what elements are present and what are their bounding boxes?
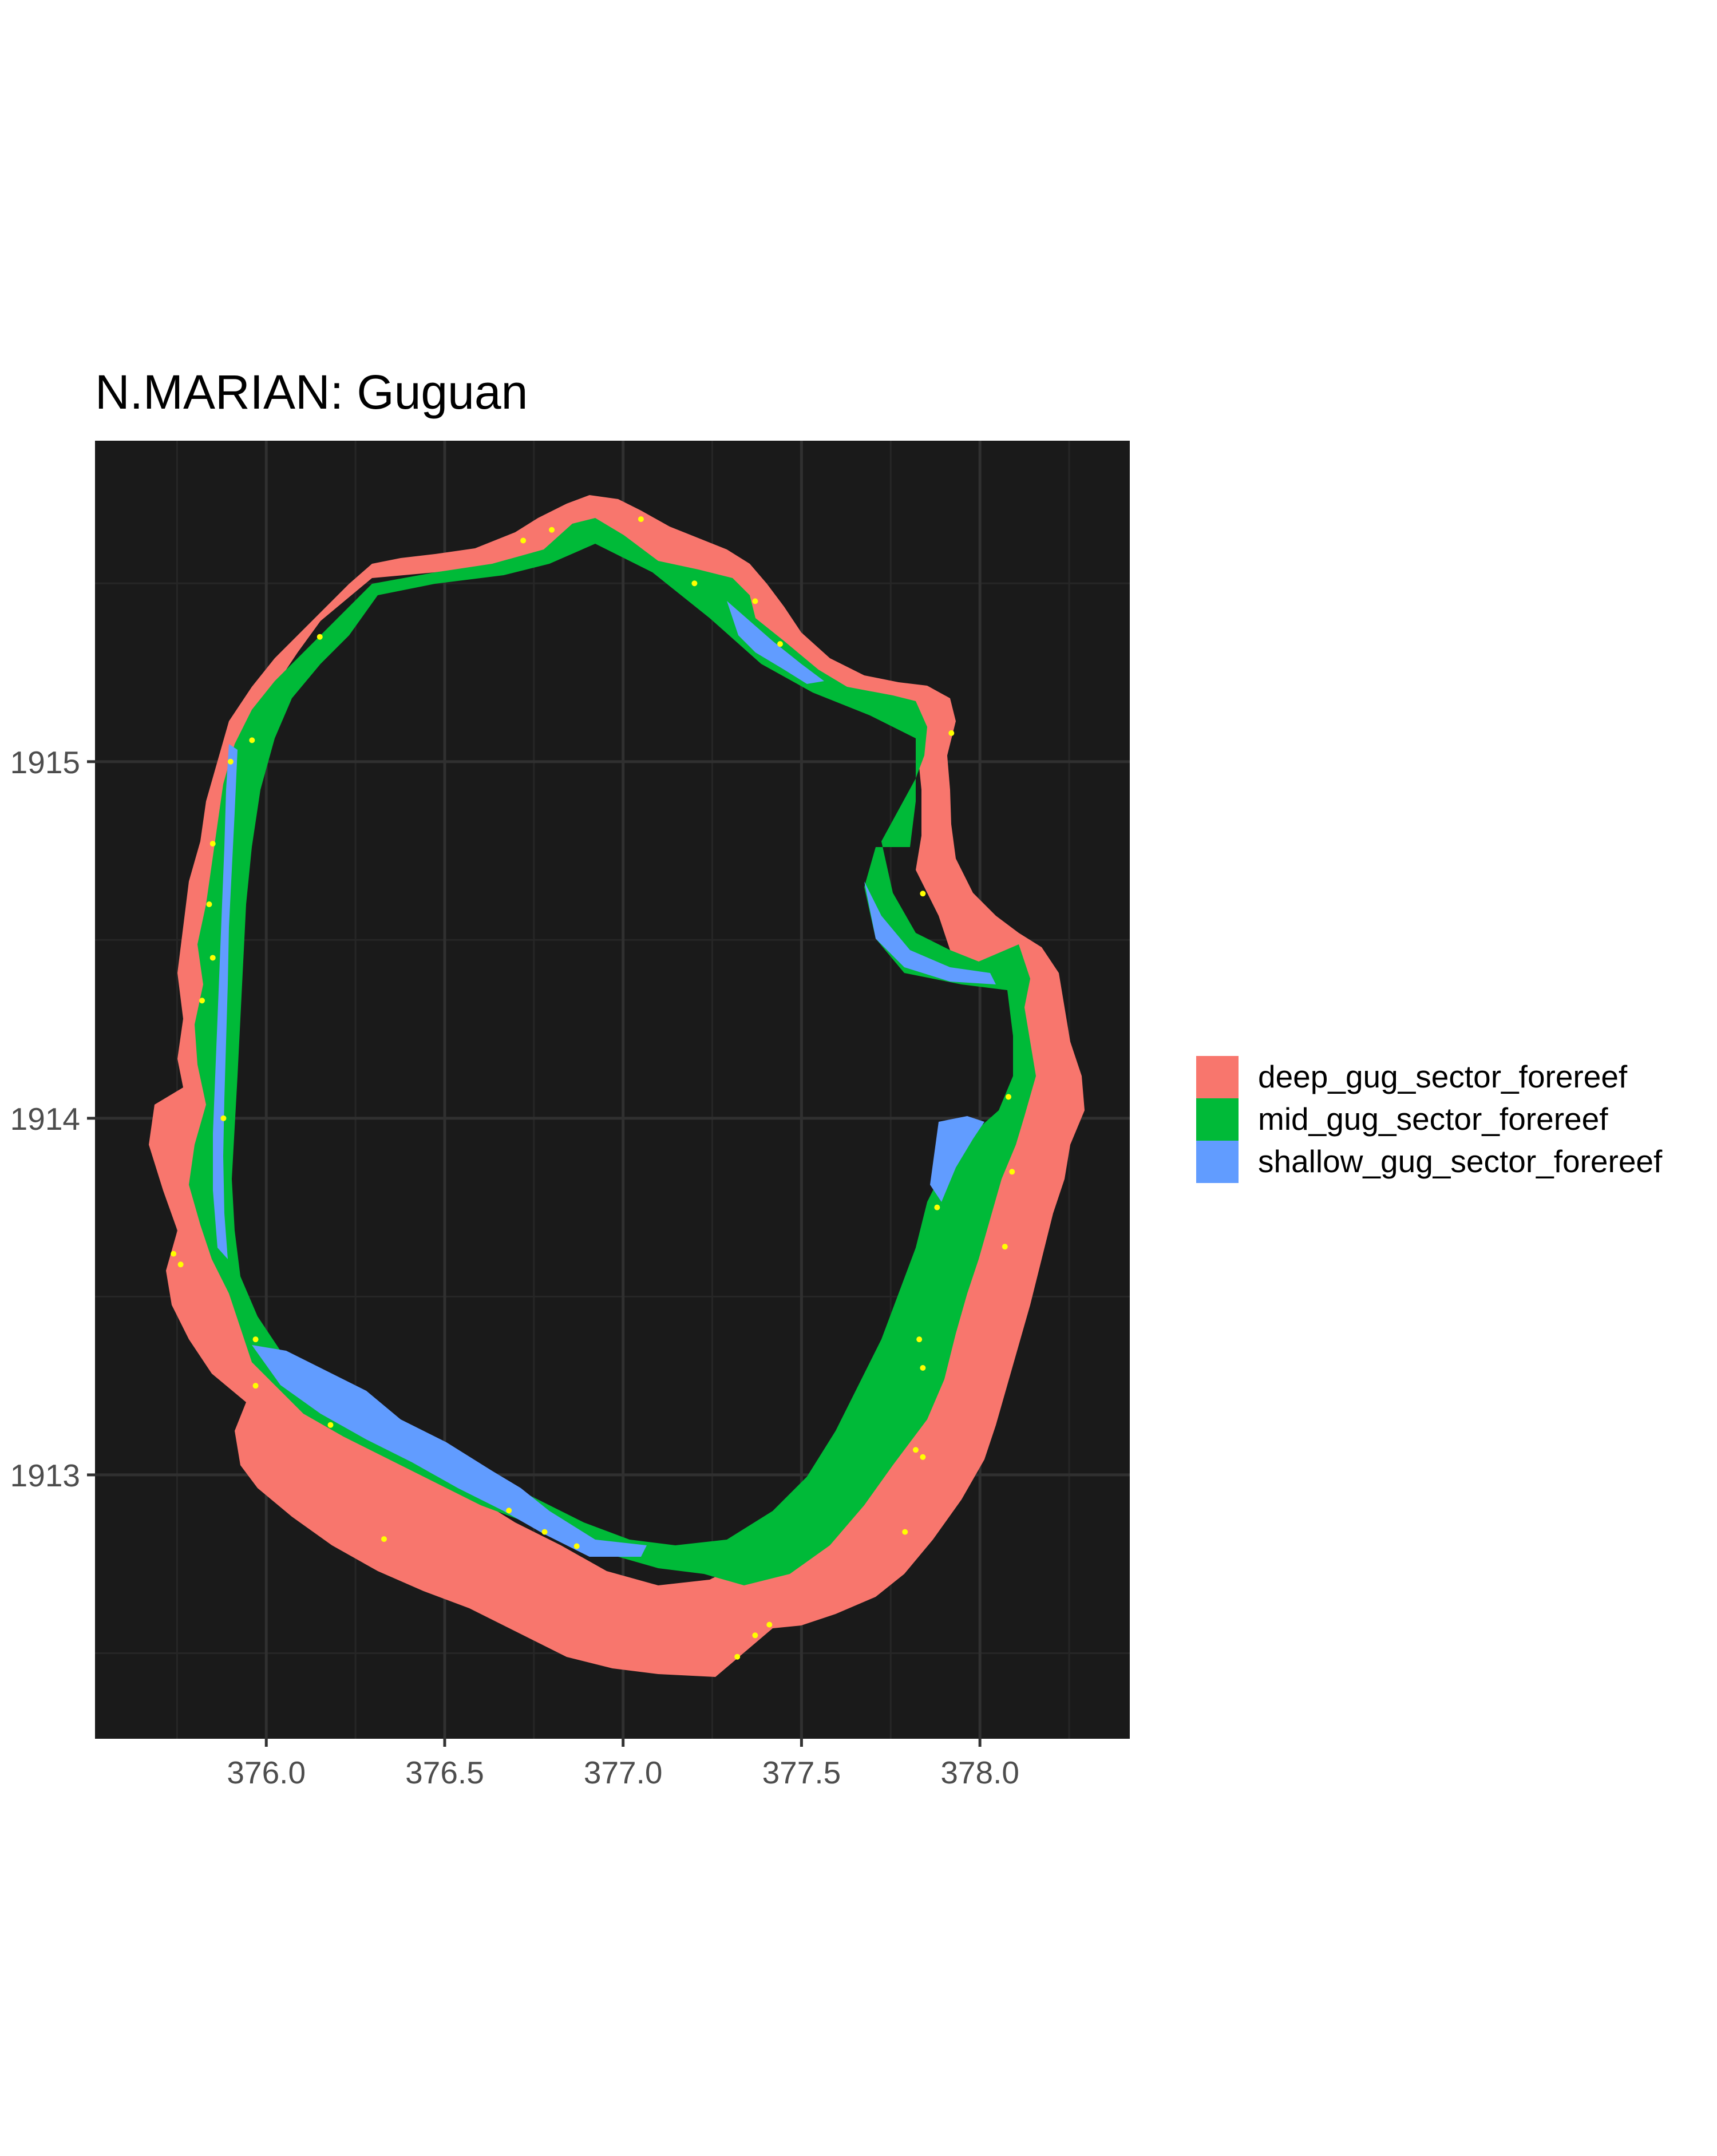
survey-site-point — [912, 1447, 919, 1453]
survey-site-point — [920, 1365, 926, 1371]
survey-site-point — [920, 1454, 926, 1460]
survey-site-point — [902, 1529, 908, 1535]
survey-site-point — [220, 1115, 227, 1121]
shallow-sector-northeast — [727, 601, 824, 684]
survey-site-point — [934, 1204, 940, 1210]
survey-site-point — [1006, 1094, 1012, 1100]
y-tick-label: 1913 — [10, 1458, 80, 1493]
survey-site-point — [766, 1621, 773, 1628]
legend-label-mid: mid_gug_sector_forereef — [1258, 1101, 1608, 1137]
shallow-sector-west-coast — [213, 744, 238, 1259]
legend-label-shallow: shallow_gug_sector_forereef — [1258, 1144, 1663, 1179]
survey-site-point — [209, 955, 216, 961]
survey-site-point — [327, 1422, 334, 1428]
survey-site-point — [206, 901, 212, 907]
reef-sectors — [149, 495, 1085, 1677]
shallow-sector-southwest — [252, 1345, 647, 1557]
survey-site-point — [252, 1383, 259, 1389]
survey-site-point — [252, 1336, 259, 1343]
survey-site-point — [916, 1336, 923, 1343]
survey-site-point — [691, 580, 698, 587]
legend: deep_gug_sector_forereef mid_gug_sector_… — [1196, 1056, 1663, 1183]
legend-swatch-deep — [1196, 1056, 1239, 1098]
y-tick-label: 1914 — [10, 1101, 80, 1137]
survey-site-point — [317, 634, 323, 640]
legend-label-deep: deep_gug_sector_forereef — [1258, 1059, 1628, 1094]
x-tick-label: 376.5 — [405, 1755, 484, 1790]
x-tick-label: 376.0 — [227, 1755, 306, 1790]
survey-site-point — [734, 1653, 741, 1660]
shallow-sector-east-coast — [930, 1116, 984, 1202]
survey-site-point — [171, 1251, 177, 1257]
survey-site-point — [520, 537, 527, 544]
survey-site-point — [549, 527, 555, 533]
x-tick-label: 377.5 — [762, 1755, 841, 1790]
survey-site-point — [752, 598, 758, 604]
x-axis: 376.0 376.5 377.0 377.5 378.0 — [227, 1739, 1019, 1790]
survey-site-point — [573, 1543, 580, 1549]
survey-site-point — [948, 730, 955, 736]
survey-site-point — [752, 1632, 758, 1639]
y-axis: 1913 1914 1915 — [10, 745, 95, 1493]
x-tick-label: 378.0 — [940, 1755, 1019, 1790]
survey-sites — [171, 516, 1015, 1660]
legend-swatch-shallow — [1196, 1141, 1239, 1183]
survey-site-point — [227, 758, 234, 765]
shallow-sector-east-inlet — [864, 881, 996, 984]
survey-site-point — [638, 516, 644, 523]
survey-site-point — [777, 641, 784, 647]
survey-site-point — [1009, 1169, 1015, 1175]
survey-site-point — [209, 841, 216, 847]
survey-site-point — [249, 737, 255, 743]
legend-swatch-mid — [1196, 1098, 1239, 1141]
x-tick-label: 377.0 — [584, 1755, 663, 1790]
chart-title: N.MARIAN: Guguan — [95, 365, 528, 419]
survey-site-point — [381, 1536, 387, 1542]
survey-site-point — [177, 1261, 184, 1268]
survey-site-point — [506, 1508, 512, 1514]
y-tick-label: 1915 — [10, 745, 80, 780]
survey-site-point — [1002, 1244, 1008, 1250]
survey-site-point — [199, 998, 205, 1004]
survey-site-point — [920, 891, 926, 897]
survey-site-point — [541, 1529, 548, 1535]
